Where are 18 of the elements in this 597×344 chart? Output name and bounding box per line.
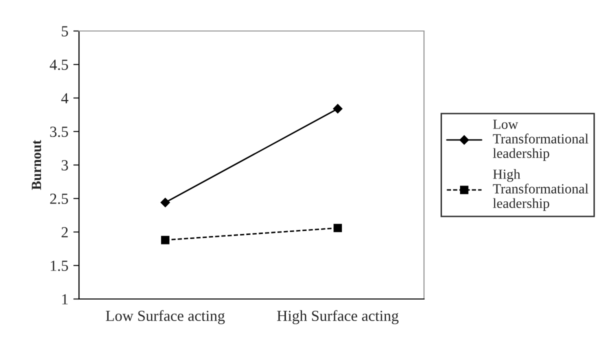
y-tick-label: 1 [62, 294, 68, 304]
legend-label: High Transformational leadership [492, 169, 588, 211]
x-tick-label: High Surface acting [277, 310, 399, 324]
y-tick-label: 2.5 [50, 194, 68, 204]
x-tick-label: Low Surface acting [106, 310, 225, 324]
y-tick-label: 2 [62, 227, 68, 238]
y-tick-label: 4.5 [50, 60, 68, 70]
y-tick-label: 1.5 [50, 260, 68, 272]
point [161, 236, 170, 244]
y-tick-label: 5 [62, 26, 68, 36]
y-tick-label: 4 [61, 93, 68, 104]
point [333, 104, 342, 114]
legend-label: Low Transformational leadership [492, 120, 588, 161]
y-tick-label: 3.5 [50, 126, 68, 138]
point [334, 224, 342, 232]
y-axis-title: Burnout [32, 140, 42, 190]
y-tick-label: 3 [62, 160, 68, 170]
point [160, 198, 170, 208]
